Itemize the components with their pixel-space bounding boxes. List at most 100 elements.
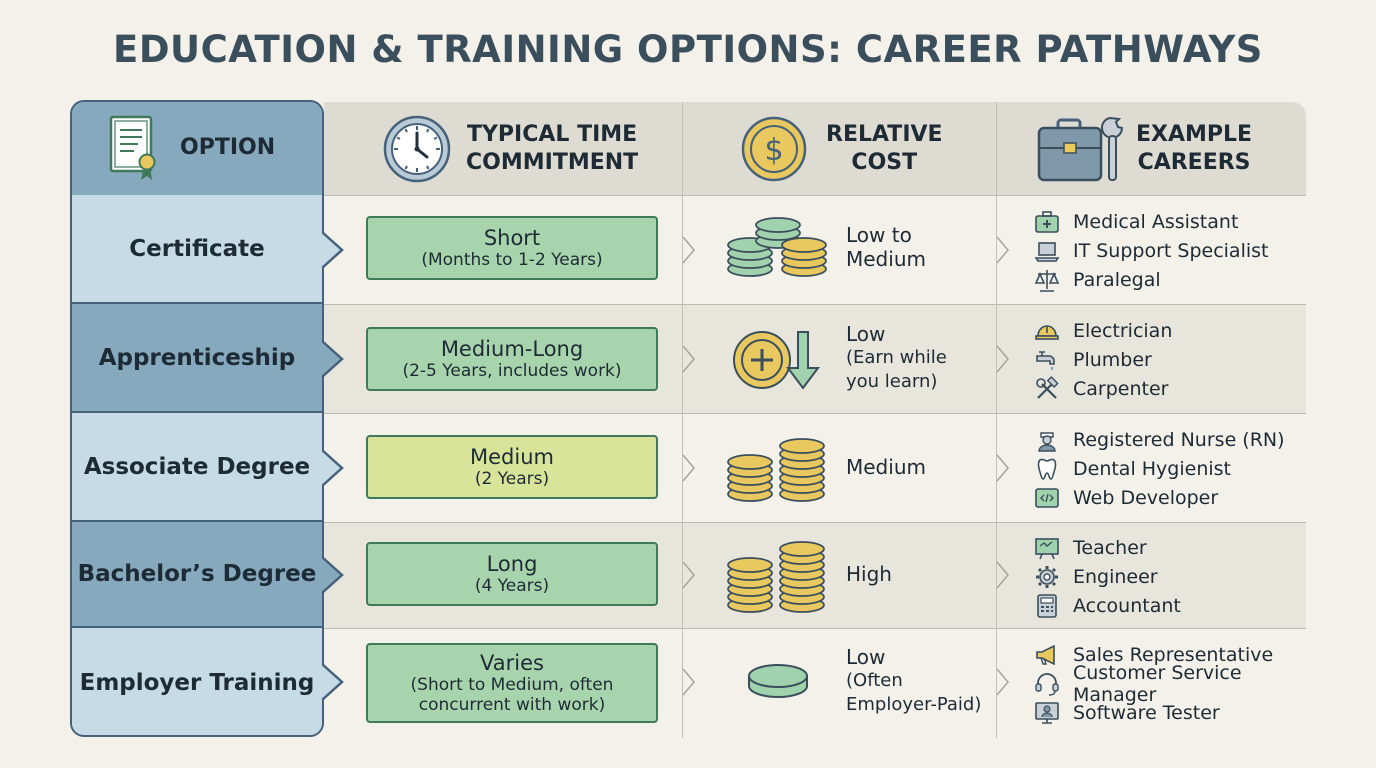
faucet-icon [1036,350,1055,370]
option-certificate: Certificate [72,195,322,304]
separator-chevron-icon [996,454,1009,482]
career-label: IT Support Specialist [1073,239,1269,262]
time-sub: (2-5 Years, includes work) [402,361,622,381]
cost-line: (Often [846,670,903,691]
chevron-right-icon [322,556,344,594]
career-item: Plumber [1034,345,1172,374]
separator-chevron-icon [996,561,1009,589]
plus-coin-down-arrow-icon [733,331,820,390]
chevron-right-icon [322,340,344,378]
time-sub: (4 Years) [474,576,550,596]
headset-icon [1035,672,1059,696]
time-sub: (Short to Medium, often concurrent with … [410,675,614,715]
cost-text-bachelors: High [846,562,892,586]
chevron-right-icon [322,449,344,487]
chalkboard-icon [1035,537,1059,559]
cost-line: you learn) [846,371,938,392]
separator-chevron-icon [682,561,695,589]
career-label: Sales Representative [1073,643,1274,666]
time-main: Varies [480,651,544,675]
briefcase-wrench-icon [1037,116,1124,181]
career-item: Engineer [1034,562,1181,591]
option-apprenticeship: Apprenticeship [72,304,322,413]
career-item: Customer Service Manager [1034,662,1306,706]
hard-hat-icon [1035,324,1059,340]
scales-icon [1034,269,1060,292]
cost-line: Low to [846,223,912,247]
time-pill-certificate: Short (Months to 1-2 Years) [366,216,658,280]
svg-text:$: $ [764,133,783,168]
option-associate-degree: Associate Degree [72,413,322,522]
row-divider [324,628,1306,629]
code-window-icon [1035,487,1059,508]
career-label: Medical Assistant [1073,210,1239,233]
career-item: Dental Hygienist [1034,454,1285,483]
career-label: Customer Service Manager [1073,661,1242,706]
separator-chevron-icon [996,345,1009,373]
time-header-line2: COMMITMENT [466,149,639,175]
medical-kit-icon [1035,210,1059,233]
careers-associate: Registered Nurse (RN) Dental Hygienist W… [1034,425,1285,512]
careers-header-line1: EXAMPLE [1136,121,1253,147]
time-pill-employer: Varies (Short to Medium, often concurren… [366,643,658,723]
career-item: Accountant [1034,591,1181,620]
career-item: Paralegal [1034,265,1268,294]
career-item: Registered Nurse (RN) [1034,425,1285,454]
career-label: Teacher [1073,536,1147,559]
time-sub: (Months to 1-2 Years) [421,250,603,270]
career-item: Software Tester [1034,698,1306,727]
header-band [324,102,1306,195]
career-item: Sales Representative [1034,640,1306,669]
time-sub: (2 Years) [474,469,550,489]
cost-header: $ RELATIVE COST [740,102,943,195]
separator-chevron-icon [682,454,695,482]
career-label: Dental Hygienist [1073,457,1232,480]
row-divider [324,195,1306,196]
career-label: Plumber [1073,348,1152,371]
cost-line: Medium [846,455,926,479]
option-employer-training: Employer Training [72,628,322,735]
careers-apprenticeship: Electrician Plumber Carpenter [1034,316,1172,403]
time-main: Medium [470,445,554,469]
time-pill-apprenticeship: Medium-Long (2-5 Years, includes work) [366,327,658,391]
career-label: Engineer [1073,565,1158,588]
career-label: Software Tester [1073,701,1220,724]
mixed-coin-stacks-icon [727,217,827,277]
careers-bachelors: Teacher Engineer Accountant [1034,533,1181,620]
gold-coin-stacks-icon [727,438,825,502]
separator-chevron-icon [996,668,1009,696]
time-main: Short [483,226,541,250]
page-title: EDUCATION & TRAINING OPTIONS: CAREER PAT… [113,28,1263,71]
career-item: IT Support Specialist [1034,236,1268,265]
cost-text-certificate: Low to Medium [846,223,926,271]
time-pill-associate: Medium (2 Years) [366,435,658,499]
calculator-icon [1037,593,1057,618]
career-item: Teacher [1034,533,1181,562]
time-header: TYPICAL TIME COMMITMENT [382,102,638,195]
career-label: Paralegal [1073,268,1161,291]
time-main: Medium-Long [440,337,584,361]
option-header: OPTION [72,102,322,197]
career-label: Accountant [1073,594,1181,617]
separator-chevron-icon [996,236,1009,264]
career-label: Web Developer [1073,486,1219,509]
cost-header-line1: RELATIVE [826,121,943,147]
cost-text-apprenticeship: Low (Earn while you learn) [846,322,947,394]
cost-text-employer: Low (Often Employer-Paid) [846,645,981,717]
career-label: Electrician [1073,319,1173,342]
column-divider [682,102,683,738]
time-header-line1: TYPICAL TIME [466,121,638,147]
dollar-coin-icon: $ [741,116,807,181]
cost-line: Medium [846,247,926,271]
hammer-wrench-icon [1036,375,1059,399]
option-header-label: OPTION [180,135,276,160]
row-divider [324,304,1306,305]
row-divider [324,413,1306,414]
cost-line: Low [846,645,886,669]
monitor-user-icon [1035,701,1059,724]
careers-certificate: Medical Assistant IT Support Specialist … [1034,207,1268,294]
cost-line: Low [846,322,886,346]
single-green-coin-icon [748,664,808,698]
time-pill-bachelors: Long (4 Years) [366,542,658,606]
careers-header-line2: CAREERS [1137,149,1251,175]
